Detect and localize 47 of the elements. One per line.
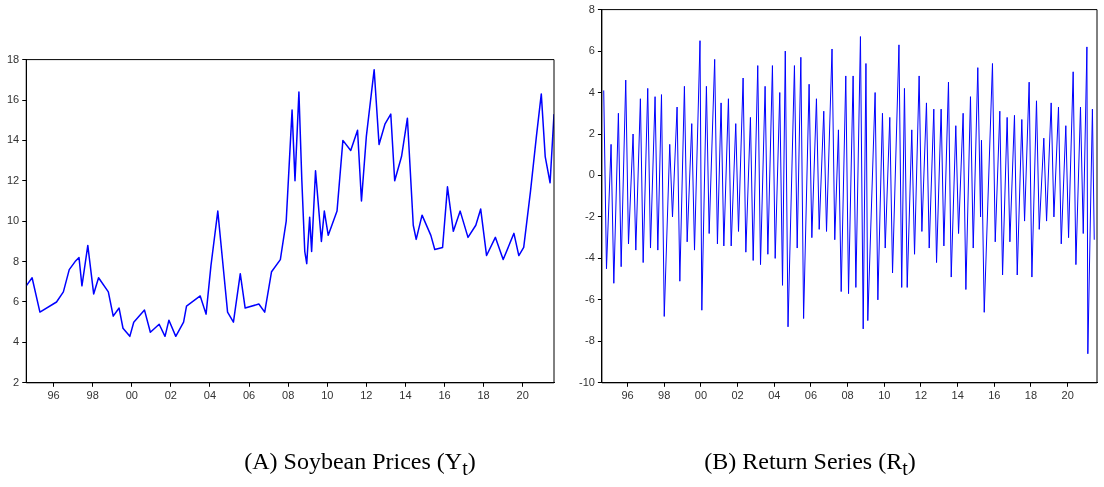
y-tick-label: -10 (578, 375, 595, 388)
y-tick-label: 18 (6, 52, 20, 65)
x-tick-label: 14 (951, 389, 964, 402)
x-tick-label: 12 (360, 389, 373, 402)
x-tick-label: 16 (438, 389, 451, 402)
y-tick-label: 12 (6, 173, 20, 186)
x-tick-label: 04 (203, 389, 217, 402)
y-tick-label: 6 (588, 44, 595, 57)
y-tick-label: 16 (6, 93, 20, 106)
x-tick-label: 12 (914, 389, 928, 402)
x-tick-label: 04 (768, 389, 781, 402)
x-tick-label: 18 (477, 389, 490, 402)
x-tick-label: 20 (1061, 389, 1074, 402)
y-tick-label: 10 (6, 214, 20, 227)
x-tick-label: 02 (164, 389, 178, 402)
x-tick-label: 08 (841, 389, 854, 402)
y-tick-label: 4 (13, 335, 20, 348)
y-tick-label: 0 (588, 168, 595, 181)
y-tick-label: 8 (588, 2, 595, 15)
text: (A) Soybean Prices (Y$_{t}$) (243, 448, 477, 480)
x-tick-label: 96 (47, 389, 60, 402)
x-tick-label: 02 (731, 389, 744, 402)
x-tick-label: 08 (282, 389, 295, 402)
x-tick-label: 16 (988, 389, 1001, 402)
text: (B) Return Series (R$_{t}$) (703, 448, 917, 480)
x-tick-label: 20 (516, 389, 529, 402)
x-tick-label: 18 (1024, 389, 1038, 402)
x-tick-label: 96 (621, 389, 634, 402)
x-tick-label: 06 (804, 389, 818, 402)
y-tick-label: -6 (585, 292, 595, 305)
x-tick-label: 06 (242, 389, 256, 402)
y-tick-label: 6 (13, 295, 20, 308)
y-tick-label: 2 (13, 375, 20, 388)
y-tick-label: 2 (588, 127, 595, 140)
x-tick-label: 14 (399, 389, 412, 402)
x-tick-label: 98 (86, 389, 99, 402)
y-tick-label: -8 (585, 334, 595, 347)
x-tick-label: 98 (658, 389, 671, 402)
y-tick-label: -4 (585, 251, 595, 264)
x-tick-label: 10 (878, 389, 891, 402)
y-tick-label: -2 (585, 209, 595, 222)
x-tick-label: 10 (321, 389, 334, 402)
y-tick-label: 14 (6, 133, 20, 146)
x-tick-label: 00 (694, 389, 708, 402)
x-tick-label: 00 (125, 389, 138, 402)
y-tick-label: 4 (588, 85, 595, 98)
y-tick-label: 8 (13, 254, 20, 267)
